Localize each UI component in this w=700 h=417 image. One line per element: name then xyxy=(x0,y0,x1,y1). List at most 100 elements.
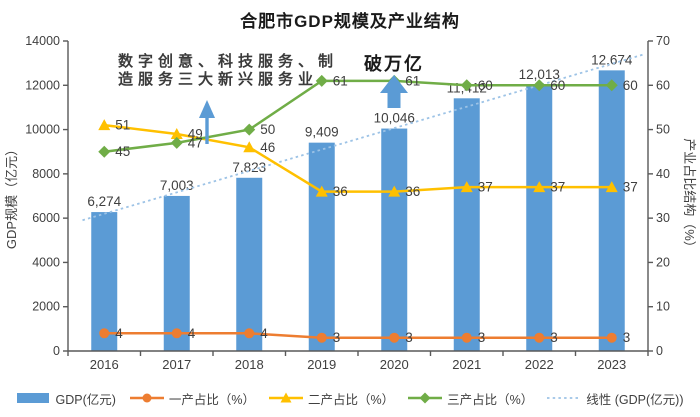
value-label: 60 xyxy=(550,78,565,93)
triangle-marker xyxy=(605,181,618,193)
right-tick-label: 70 xyxy=(656,34,670,48)
right-tick-label: 60 xyxy=(656,78,670,92)
diamond-marker xyxy=(605,79,618,92)
block-up-arrow xyxy=(380,75,408,108)
diamond-marker xyxy=(315,74,328,87)
x-axis-label-2016: 2016 xyxy=(90,357,119,372)
x-axis-label-2020: 2020 xyxy=(380,357,409,372)
line-一产占比（%） xyxy=(104,332,612,339)
bar-2022 xyxy=(526,84,553,351)
bar-2023 xyxy=(598,70,625,352)
x-axis-label-2018: 2018 xyxy=(235,357,264,372)
value-label: 60 xyxy=(478,78,493,93)
legend-item-line-dotted: 线性 (GDP(亿元)) xyxy=(547,389,684,408)
legend-label: 一产占比（%） xyxy=(168,392,256,407)
line-三产占比（%） xyxy=(104,79,612,153)
x-axis-label-2022: 2022 xyxy=(525,357,554,372)
bar-2021 xyxy=(453,98,480,351)
value-label: 46 xyxy=(260,140,275,155)
left-axis-title: GDP规模（亿元） xyxy=(4,143,19,249)
value-label: 3 xyxy=(333,330,341,345)
x-axis-label-2021: 2021 xyxy=(452,357,481,372)
left-tick-label: 4000 xyxy=(32,255,60,269)
trendline-gdp xyxy=(82,53,645,222)
left-tick-label: 12000 xyxy=(25,78,60,92)
legend-label: 二产占比（%） xyxy=(308,392,395,407)
value-label: 50 xyxy=(260,122,275,137)
value-label: 4 xyxy=(115,326,123,341)
value-label: 3 xyxy=(405,330,413,345)
circle-marker xyxy=(389,332,400,343)
bar-2016 xyxy=(91,212,118,351)
value-label: 45 xyxy=(115,144,130,159)
right-tick-label: 10 xyxy=(656,300,670,314)
value-label: 3 xyxy=(623,330,631,345)
circle-marker xyxy=(461,332,472,343)
value-label: 61 xyxy=(405,73,420,88)
diamond-marker xyxy=(98,145,111,158)
left-tick-label: 0 xyxy=(53,344,60,358)
bar-2020 xyxy=(381,128,408,351)
value-label: 51 xyxy=(115,118,130,133)
bar-2017 xyxy=(163,195,190,351)
annotation-new-services-text: 数字创意、科技服务、制造服务三大新兴服务业 xyxy=(118,52,338,88)
right-tick-label: 50 xyxy=(656,123,670,137)
value-label: 60 xyxy=(623,78,638,93)
annotation-trillion-text: 破万亿 xyxy=(364,53,424,74)
left-tick-label: 8000 xyxy=(32,167,60,181)
right-tick-label: 20 xyxy=(656,255,670,269)
circle-marker xyxy=(244,328,255,339)
value-label: 4 xyxy=(188,326,196,341)
x-axis-label-2023: 2023 xyxy=(597,357,626,372)
value-label: 37 xyxy=(550,180,565,195)
value-label: 36 xyxy=(333,184,348,199)
bar-label-2022: 12,013 xyxy=(519,67,560,82)
circle-marker xyxy=(171,328,182,339)
bar-2019 xyxy=(308,142,335,351)
legend-item-line-triangle: 二产占比（%） xyxy=(269,389,394,408)
bar-label-2019: 9,409 xyxy=(305,125,339,140)
left-tick-label: 10000 xyxy=(25,123,60,137)
bar-2018 xyxy=(236,177,263,351)
circle-marker xyxy=(99,328,110,339)
triangle-marker xyxy=(533,181,546,193)
circle-marker xyxy=(316,332,327,343)
triangle-marker xyxy=(98,119,111,131)
bar-swatch-icon xyxy=(17,393,50,403)
value-label: 47 xyxy=(188,135,203,150)
value-label: 3 xyxy=(550,330,558,345)
line-diamond-swatch-icon xyxy=(408,392,443,404)
legend-label: 线性 (GDP(亿元)) xyxy=(586,392,684,407)
legend-item-bar: GDP(亿元) xyxy=(16,389,116,408)
line-circle-swatch-icon xyxy=(129,393,164,403)
triangle-marker xyxy=(388,185,401,197)
value-label: 37 xyxy=(623,180,638,195)
chart-plot-area: 6,2747,0037,8239,40910,04611,41212,01312… xyxy=(4,34,697,372)
triangle-marker xyxy=(170,128,183,139)
bar-label-2017: 7,003 xyxy=(160,178,194,193)
triangle-marker xyxy=(315,185,328,197)
bar-label-2020: 10,046 xyxy=(374,111,415,126)
thin-up-arrow-head xyxy=(199,100,215,118)
right-tick-label: 0 xyxy=(656,344,663,358)
legend-label: 三产占比（%） xyxy=(447,392,534,407)
circle-marker xyxy=(534,332,545,343)
right-axis-title: 产业占比结构（%） xyxy=(682,138,697,254)
value-label: 36 xyxy=(405,184,420,199)
diamond-marker xyxy=(460,79,473,92)
chart-legend: GDP(亿元) 一产占比（%） 二产占比（%） 三产占比（%） 线性 (GDP(亿元)) xyxy=(0,385,700,411)
value-label: 3 xyxy=(478,330,486,345)
x-axis-label-2019: 2019 xyxy=(307,357,336,372)
value-label: 61 xyxy=(333,73,348,88)
diamond-marker xyxy=(243,123,256,136)
circle-marker xyxy=(606,332,617,343)
line-triangle-swatch-icon xyxy=(269,392,304,403)
bar-label-2023: 12,674 xyxy=(591,52,633,67)
line-二产占比（%） xyxy=(104,123,612,193)
value-label: 4 xyxy=(260,326,268,341)
diamond-marker xyxy=(533,79,546,92)
x-axis-label-2017: 2017 xyxy=(162,357,191,372)
chart-title: 合肥市GDP规模及产业结构 xyxy=(240,12,460,31)
legend-item-line-diamond: 三产占比（%） xyxy=(408,389,533,408)
left-tick-label: 2000 xyxy=(32,300,60,314)
